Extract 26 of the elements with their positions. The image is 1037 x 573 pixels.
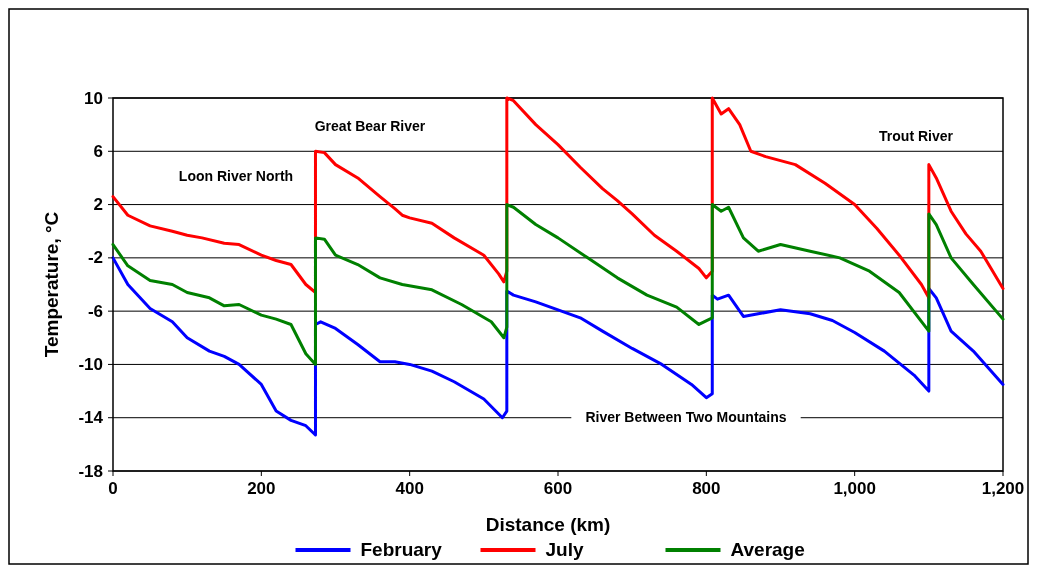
legend-label: July	[545, 539, 584, 560]
y-tick-label: -2	[87, 248, 103, 268]
line-series	[111, 256, 1005, 437]
x-tick-label: 200	[247, 479, 276, 498]
legend-label: Average	[730, 539, 805, 560]
y-tick-label: -6	[87, 301, 103, 321]
y-tick-label: -10	[78, 354, 103, 374]
x-tick-label: 800	[692, 479, 721, 498]
y-axis-title: Temperature, °C	[41, 211, 62, 358]
x-tick-label: 0	[108, 479, 118, 498]
y-tick-label: 6	[93, 141, 103, 161]
x-tick-label: 1,200	[981, 479, 1025, 498]
annotation: Trout River	[879, 128, 954, 144]
line-series	[111, 203, 1005, 366]
x-tick-label: 1,000	[833, 479, 876, 498]
y-tick-label: 10	[84, 88, 103, 108]
legend-label: February	[360, 539, 443, 560]
x-tick-label: 600	[543, 479, 573, 498]
y-tick-label: -14	[78, 408, 104, 428]
x-axis-title: Distance (km)	[485, 514, 611, 535]
annotation: Great Bear River	[314, 118, 426, 134]
y-tick-label: -18	[78, 461, 103, 481]
annotation: River Between Two Mountains	[585, 409, 787, 425]
annotation: Loon River North	[178, 168, 294, 184]
y-tick-label: 2	[93, 195, 103, 215]
x-tick-label: 400	[395, 479, 424, 498]
